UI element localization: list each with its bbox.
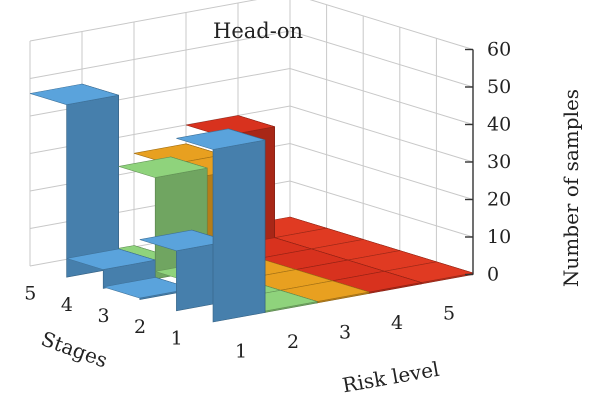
- grid-line: [29, 0, 474, 50]
- bar-risk1-stage4: [66, 248, 156, 289]
- y-tick-label: 5: [24, 283, 36, 305]
- z-axis-label: Number of samples: [559, 89, 583, 287]
- y-tick-label: 2: [134, 316, 146, 338]
- x-tick-label: 4: [391, 312, 403, 334]
- bar-top: [103, 277, 192, 299]
- bar-front: [66, 94, 119, 278]
- bar-top: [185, 115, 275, 137]
- y-tick-label: 3: [97, 305, 109, 327]
- x-tick-label: 1: [235, 340, 247, 362]
- grid-line: [29, 30, 474, 88]
- z-tick-label: 50: [487, 76, 511, 98]
- x-tick-label: 3: [339, 321, 351, 343]
- z-tick-label: 30: [487, 151, 511, 173]
- z-tick-label: 0: [487, 264, 499, 286]
- z-tick-label: 20: [487, 189, 511, 211]
- bar-top: [118, 156, 208, 178]
- z-tick-label: 10: [487, 226, 511, 248]
- bar-top: [66, 248, 156, 270]
- bar-top: [176, 128, 266, 150]
- chart-title: Head-on: [213, 19, 303, 43]
- y-tick-label: 4: [61, 294, 73, 316]
- z-tick-label: 40: [487, 114, 511, 136]
- bar-risk1-stage5: [29, 83, 119, 278]
- x-axis-label: Risk level: [340, 357, 441, 398]
- bar-top: [139, 229, 229, 252]
- bar-front: [212, 139, 266, 323]
- y-axis-label: Stages: [38, 326, 111, 372]
- bar-top: [29, 83, 119, 106]
- x-tick-label: 2: [287, 331, 299, 353]
- y-tick-label: 1: [171, 327, 183, 349]
- axes: 0 10 20 30 40 50 60 1 2 3 4 5 1 2 3 4 5: [24, 39, 511, 363]
- bar-risk3-stage1: [280, 280, 370, 304]
- x-tick-label: 5: [443, 302, 455, 324]
- bars: [29, 83, 474, 323]
- z-tick-label: 60: [487, 39, 511, 61]
- bar-risk1-stage1: [176, 128, 266, 323]
- bar-risk4-stage1: [332, 270, 422, 294]
